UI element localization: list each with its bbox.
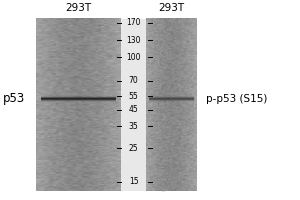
FancyBboxPatch shape (149, 97, 194, 98)
Text: 293T: 293T (66, 3, 92, 13)
Text: 100: 100 (126, 53, 141, 62)
Text: 15: 15 (129, 177, 139, 186)
Text: 55: 55 (129, 92, 139, 101)
Text: p-p53 (S15): p-p53 (S15) (206, 94, 267, 104)
Circle shape (160, 187, 167, 192)
FancyBboxPatch shape (41, 97, 116, 98)
FancyBboxPatch shape (41, 96, 116, 97)
Text: 45: 45 (129, 105, 139, 114)
FancyBboxPatch shape (149, 100, 194, 101)
Text: 70: 70 (129, 76, 139, 85)
Text: 170: 170 (126, 18, 141, 27)
FancyBboxPatch shape (41, 99, 116, 100)
FancyBboxPatch shape (41, 101, 116, 102)
FancyBboxPatch shape (149, 99, 194, 100)
FancyBboxPatch shape (149, 101, 194, 102)
FancyBboxPatch shape (149, 98, 194, 99)
FancyBboxPatch shape (149, 96, 194, 97)
FancyBboxPatch shape (41, 100, 116, 101)
FancyBboxPatch shape (121, 19, 148, 191)
Text: 25: 25 (129, 144, 139, 153)
Text: 35: 35 (129, 122, 139, 131)
Text: 130: 130 (126, 36, 141, 45)
Text: 293T: 293T (159, 3, 185, 13)
FancyBboxPatch shape (41, 98, 116, 99)
Text: p53: p53 (3, 92, 25, 105)
